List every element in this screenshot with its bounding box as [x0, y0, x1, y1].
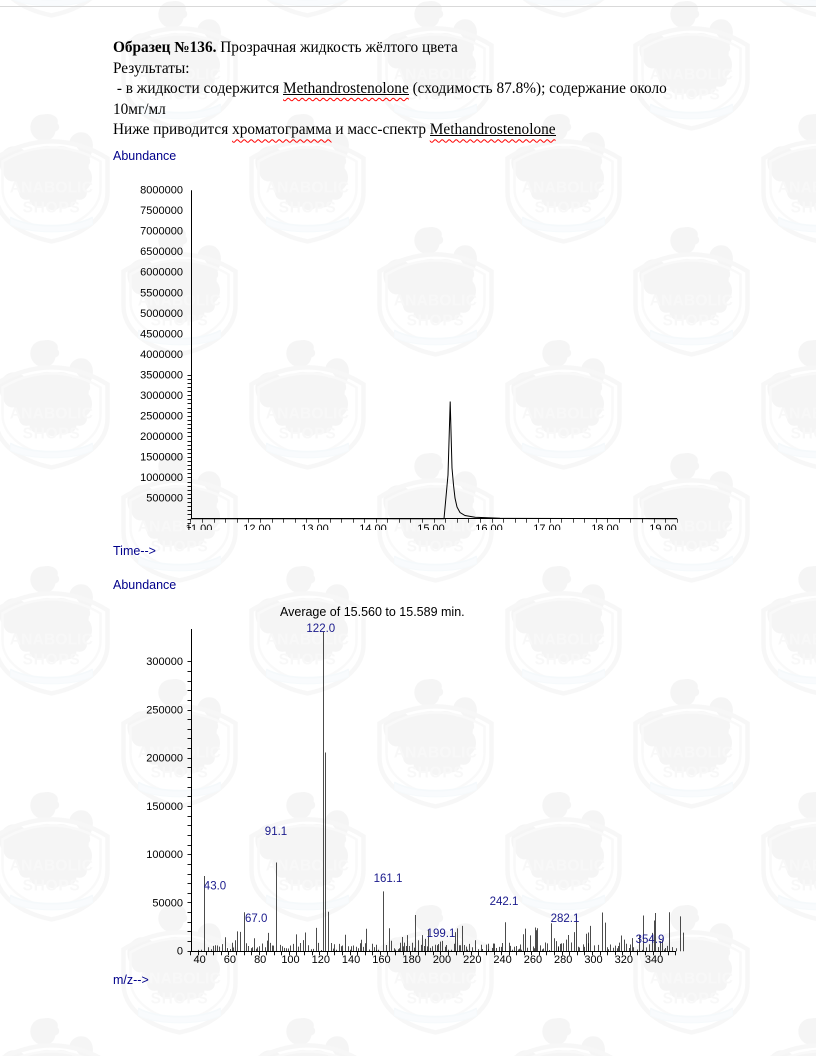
svg-text:282.1: 282.1: [551, 913, 580, 925]
svg-text:161.1: 161.1: [374, 873, 403, 885]
svg-text:140: 140: [342, 954, 360, 965]
svg-text:14.00: 14.00: [359, 523, 387, 530]
svg-text:100000: 100000: [146, 849, 183, 861]
svg-text:8000000: 8000000: [140, 185, 183, 197]
svg-text:80: 80: [254, 954, 266, 965]
svg-text:5500000: 5500000: [140, 287, 183, 299]
svg-text:220: 220: [463, 954, 481, 965]
svg-text:40: 40: [193, 954, 205, 965]
svg-text:6000000: 6000000: [140, 267, 183, 279]
svg-text:11.00: 11.00: [186, 523, 213, 530]
svg-text:280: 280: [554, 954, 572, 965]
svg-text:199.1: 199.1: [427, 928, 456, 940]
svg-text:60: 60: [224, 954, 236, 965]
svg-text:18.00: 18.00: [591, 523, 619, 530]
svg-text:3000000: 3000000: [140, 390, 183, 402]
svg-text:2500000: 2500000: [140, 410, 183, 422]
svg-text:50000: 50000: [152, 897, 183, 909]
svg-text:67.0: 67.0: [245, 913, 267, 925]
svg-text:300000: 300000: [146, 656, 183, 668]
svg-text:1000000: 1000000: [140, 472, 183, 484]
svg-text:242.1: 242.1: [490, 896, 519, 908]
svg-text:7000000: 7000000: [140, 226, 183, 238]
svg-text:2000000: 2000000: [140, 431, 183, 443]
svg-text:260: 260: [524, 954, 542, 965]
svg-text:180: 180: [403, 954, 421, 965]
svg-text:200000: 200000: [146, 753, 183, 765]
svg-text:320: 320: [615, 954, 633, 965]
svg-text:91.1: 91.1: [265, 826, 287, 838]
svg-text:43.0: 43.0: [204, 881, 226, 893]
svg-text:1500000: 1500000: [140, 452, 183, 464]
svg-text:12.00: 12.00: [243, 523, 271, 530]
svg-text:354.9: 354.9: [636, 934, 665, 946]
svg-text:100: 100: [281, 954, 299, 965]
svg-text:240: 240: [493, 954, 511, 965]
svg-text:340: 340: [645, 954, 663, 965]
svg-text:7500000: 7500000: [140, 205, 183, 217]
svg-text:13.00: 13.00: [301, 523, 329, 530]
svg-text:150000: 150000: [146, 801, 183, 813]
svg-text:5000000: 5000000: [140, 308, 183, 320]
svg-text:3500000: 3500000: [140, 369, 183, 381]
svg-text:6500000: 6500000: [140, 246, 183, 258]
svg-text:0: 0: [177, 946, 183, 958]
svg-text:4000000: 4000000: [140, 349, 183, 361]
svg-text:200: 200: [433, 954, 451, 965]
svg-text:160: 160: [372, 954, 390, 965]
svg-text:120: 120: [312, 954, 330, 965]
svg-text:19.00: 19.00: [649, 523, 677, 530]
svg-text:16.00: 16.00: [475, 523, 503, 530]
svg-text:250000: 250000: [146, 704, 183, 716]
svg-text:4500000: 4500000: [140, 328, 183, 340]
svg-text:17.00: 17.00: [533, 523, 561, 530]
svg-text:300: 300: [584, 954, 602, 965]
svg-text:500000: 500000: [146, 493, 183, 505]
svg-text:122.0: 122.0: [306, 623, 335, 635]
svg-text:15.00: 15.00: [417, 523, 445, 530]
